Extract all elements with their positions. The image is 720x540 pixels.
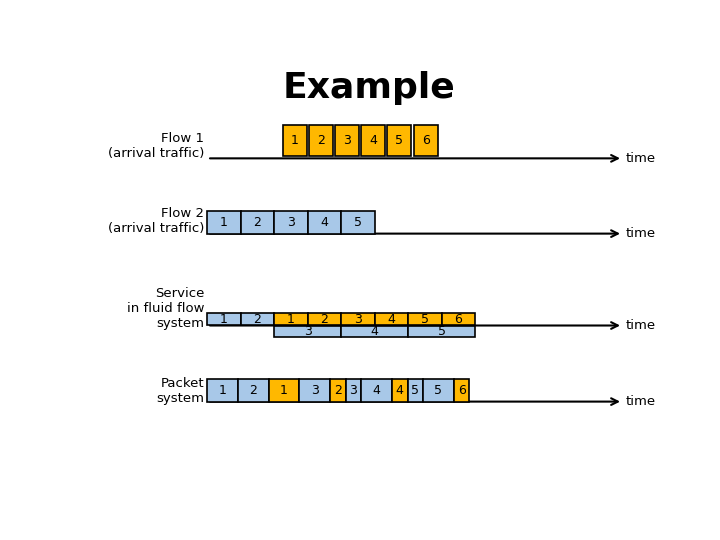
Bar bbox=[269, 379, 300, 402]
Text: Flow 2
(arrival traffic): Flow 2 (arrival traffic) bbox=[108, 207, 204, 235]
Bar bbox=[454, 379, 469, 402]
Text: Flow 1
(arrival traffic): Flow 1 (arrival traffic) bbox=[108, 132, 204, 160]
Text: time: time bbox=[626, 395, 656, 408]
Text: 1: 1 bbox=[280, 383, 288, 397]
Text: 2: 2 bbox=[249, 383, 257, 397]
Bar bbox=[274, 326, 341, 337]
Text: 3: 3 bbox=[343, 134, 351, 147]
Bar bbox=[423, 379, 454, 402]
Text: Example: Example bbox=[283, 71, 455, 105]
Text: 2: 2 bbox=[317, 134, 325, 147]
Bar bbox=[392, 379, 408, 402]
Bar bbox=[238, 379, 269, 402]
Bar bbox=[408, 326, 475, 337]
Bar bbox=[309, 125, 333, 156]
Text: Service
in fluid flow
system: Service in fluid flow system bbox=[127, 287, 204, 329]
Text: 6: 6 bbox=[454, 313, 462, 326]
Bar bbox=[335, 125, 359, 156]
Bar bbox=[274, 211, 307, 234]
Bar bbox=[341, 313, 374, 325]
Bar bbox=[341, 211, 374, 234]
Text: 4: 4 bbox=[320, 215, 328, 228]
Bar bbox=[408, 313, 441, 325]
Text: 3: 3 bbox=[349, 383, 357, 397]
Bar bbox=[307, 313, 341, 325]
Bar bbox=[207, 211, 240, 234]
Text: 6: 6 bbox=[422, 134, 430, 147]
Bar bbox=[374, 313, 408, 325]
Bar bbox=[240, 313, 274, 325]
Text: 3: 3 bbox=[354, 313, 361, 326]
Text: 3: 3 bbox=[304, 325, 312, 338]
Text: 4: 4 bbox=[369, 134, 377, 147]
Bar bbox=[441, 313, 475, 325]
Text: 1: 1 bbox=[291, 134, 299, 147]
Bar bbox=[346, 379, 361, 402]
Text: 1: 1 bbox=[220, 313, 228, 326]
Bar bbox=[361, 125, 385, 156]
Text: 5: 5 bbox=[438, 325, 446, 338]
Bar bbox=[307, 211, 341, 234]
Text: 1: 1 bbox=[219, 383, 227, 397]
Text: 4: 4 bbox=[387, 313, 395, 326]
Text: time: time bbox=[626, 152, 656, 165]
Bar bbox=[387, 125, 411, 156]
Bar bbox=[207, 313, 240, 325]
Bar bbox=[240, 211, 274, 234]
Text: 3: 3 bbox=[287, 215, 294, 228]
Bar bbox=[282, 125, 307, 156]
Text: 2: 2 bbox=[253, 215, 261, 228]
Text: 3: 3 bbox=[310, 383, 318, 397]
Text: 1: 1 bbox=[220, 215, 228, 228]
Text: 5: 5 bbox=[434, 383, 443, 397]
Text: 5: 5 bbox=[354, 215, 362, 228]
Text: 5: 5 bbox=[411, 383, 419, 397]
Text: 2: 2 bbox=[334, 383, 342, 397]
Bar bbox=[413, 125, 438, 156]
Text: 5: 5 bbox=[395, 134, 403, 147]
Text: 5: 5 bbox=[420, 313, 429, 326]
Text: 1: 1 bbox=[287, 313, 294, 326]
Bar bbox=[207, 379, 238, 402]
Bar bbox=[408, 379, 423, 402]
Bar bbox=[274, 313, 307, 325]
Bar bbox=[330, 379, 346, 402]
Text: 2: 2 bbox=[320, 313, 328, 326]
Bar bbox=[361, 379, 392, 402]
Bar bbox=[341, 326, 408, 337]
Text: 6: 6 bbox=[458, 383, 466, 397]
Text: 4: 4 bbox=[396, 383, 404, 397]
Text: time: time bbox=[626, 227, 656, 240]
Bar bbox=[300, 379, 330, 402]
Text: time: time bbox=[626, 319, 656, 332]
Text: 2: 2 bbox=[253, 313, 261, 326]
Text: Packet
system: Packet system bbox=[156, 377, 204, 405]
Text: 4: 4 bbox=[372, 383, 380, 397]
Text: 4: 4 bbox=[371, 325, 379, 338]
